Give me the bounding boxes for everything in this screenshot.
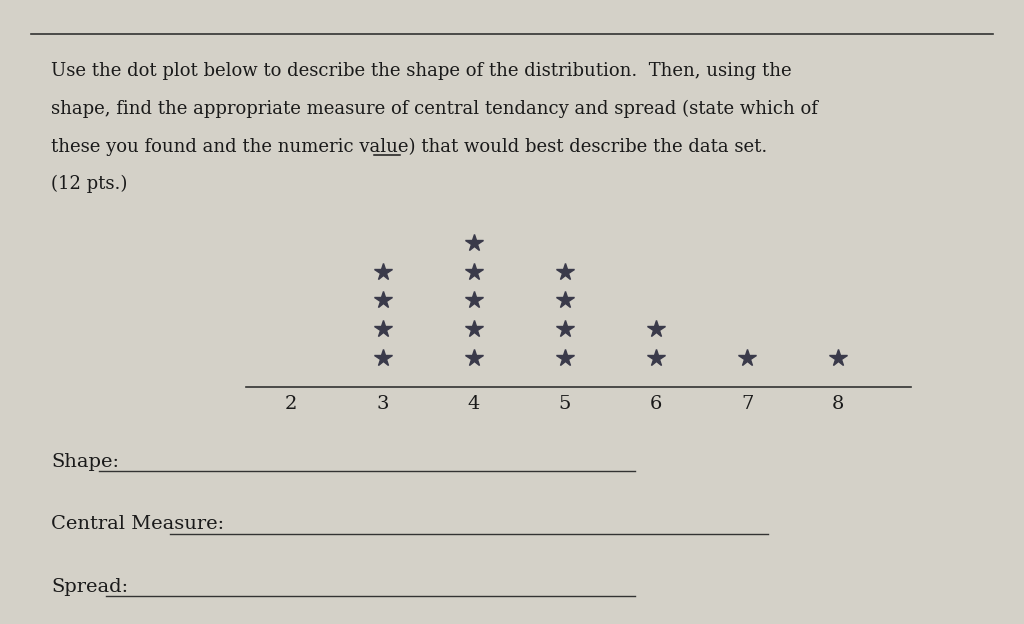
Text: Shape:: Shape: [51,453,119,470]
Text: (12 pts.): (12 pts.) [51,175,128,193]
Text: Central Measure:: Central Measure: [51,515,224,533]
Text: Spread:: Spread: [51,578,128,595]
Text: Use the dot plot below to describe the shape of the distribution.  Then, using t: Use the dot plot below to describe the s… [51,62,792,80]
Text: shape, find the appropriate measure of central tendancy and spread (state which : shape, find the appropriate measure of c… [51,100,818,118]
Text: these you found and the numeric value) that would best describe the data set.: these you found and the numeric value) t… [51,137,767,155]
